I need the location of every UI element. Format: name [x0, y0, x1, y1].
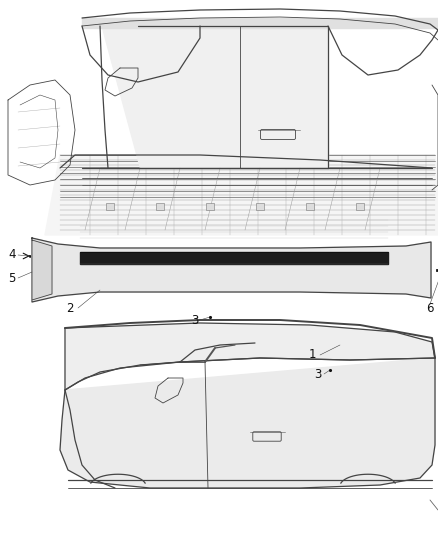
Text: 3: 3: [314, 367, 321, 381]
Text: 6: 6: [426, 302, 434, 314]
Text: 3: 3: [191, 313, 199, 327]
Text: 5: 5: [8, 271, 16, 285]
Polygon shape: [65, 323, 435, 390]
Text: 1: 1: [308, 349, 316, 361]
Polygon shape: [82, 18, 438, 28]
FancyBboxPatch shape: [306, 203, 314, 210]
Polygon shape: [80, 252, 388, 264]
FancyBboxPatch shape: [256, 203, 264, 210]
FancyBboxPatch shape: [106, 203, 114, 210]
Polygon shape: [100, 20, 328, 168]
Text: 2: 2: [66, 302, 74, 314]
FancyBboxPatch shape: [156, 203, 164, 210]
Polygon shape: [32, 238, 431, 302]
Polygon shape: [60, 358, 435, 488]
Text: 4: 4: [8, 248, 16, 262]
Polygon shape: [45, 155, 438, 235]
Polygon shape: [32, 240, 52, 300]
FancyBboxPatch shape: [356, 203, 364, 210]
FancyBboxPatch shape: [206, 203, 214, 210]
